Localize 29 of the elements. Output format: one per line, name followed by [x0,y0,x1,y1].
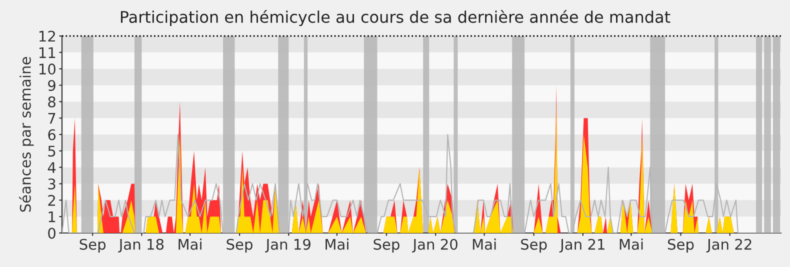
x-tick-label: Mai [178,238,202,250]
y-tick-label: 0 [48,228,56,239]
y-tick-label: 4 [48,162,56,173]
x-tick-label: Sep [374,238,400,253]
y-tick-label: 9 [48,80,56,91]
x-tick-label: Sep [521,238,547,253]
x-tick-label: Sep [668,238,694,253]
y-tick-label: 6 [48,129,56,140]
y-tick-label: 3 [48,178,56,190]
y-tick-label: 12 [39,30,55,42]
x-tick-label: Mai [326,238,348,250]
x-tick-label: Jan 21 [559,238,604,253]
chart-title: Participation en hémicycle au cours de sa dernière année de mandat [120,10,670,26]
x-tick-label: Sep [80,238,106,253]
x-tick-label: Mai [472,238,496,250]
y-tick-label: 2 [48,194,55,206]
y-tick-label: 10 [39,64,56,75]
y-tick-label: 11 [39,47,56,58]
x-tick-label: Jan 18 [118,238,164,253]
y-tick-label: 7 [48,112,56,124]
y-tick-label: 5 [48,146,56,157]
x-tick-label: Sep [226,238,252,253]
x-tick-label: Jan 20 [412,238,458,253]
x-tick-label: Jan 22 [706,238,752,253]
x-tick-label: Jan 19 [265,238,310,253]
y-axis-title: Séances par semaine [19,57,34,212]
y-tick-label: 8 [48,96,56,108]
x-tick-label: Mai [620,238,643,250]
y-tick-label: 1 [48,211,56,222]
